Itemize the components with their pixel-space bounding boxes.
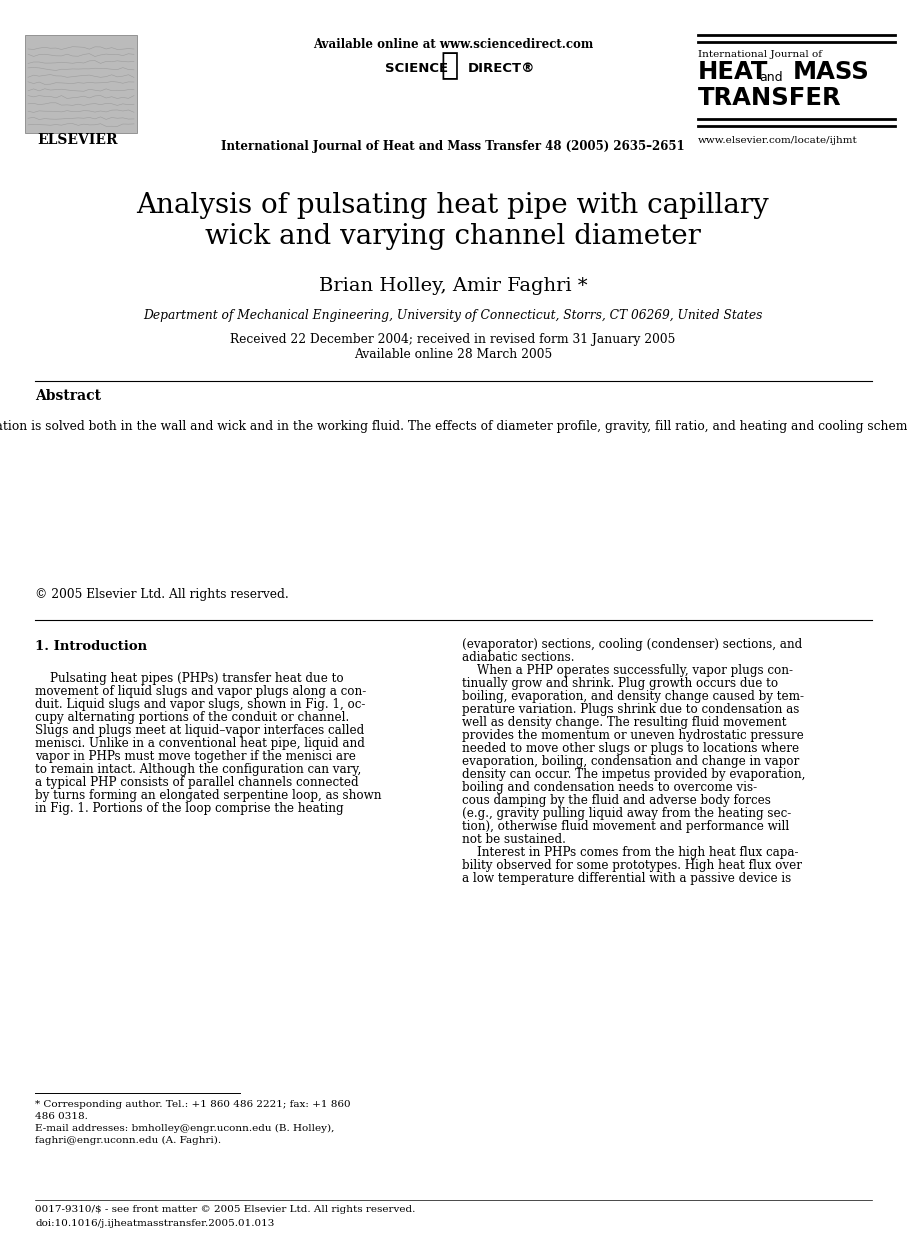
Text: perature variation. Plugs shrink due to condensation as: perature variation. Plugs shrink due to … (462, 703, 799, 716)
Text: (evaporator) sections, cooling (condenser) sections, and: (evaporator) sections, cooling (condense… (462, 638, 803, 651)
Text: not be sustained.: not be sustained. (462, 833, 566, 846)
Text: vapor in PHPs must move together if the menisci are: vapor in PHPs must move together if the … (35, 750, 356, 763)
Text: menisci. Unlike in a conventional heat pipe, liquid and: menisci. Unlike in a conventional heat p… (35, 737, 365, 750)
Text: Abstract: Abstract (35, 389, 101, 404)
Text: * Corresponding author. Tel.: +1 860 486 2221; fax: +1 860: * Corresponding author. Tel.: +1 860 486… (35, 1101, 351, 1109)
Text: and: and (759, 71, 783, 84)
Text: International Journal of Heat and Mass Transfer 48 (2005) 2635–2651: International Journal of Heat and Mass T… (221, 140, 685, 154)
Text: ELSEVIER: ELSEVIER (38, 132, 118, 147)
Text: a typical PHP consists of parallel channels connected: a typical PHP consists of parallel chann… (35, 776, 358, 789)
Text: movement of liquid slugs and vapor plugs along a con-: movement of liquid slugs and vapor plugs… (35, 685, 366, 698)
Text: needed to move other slugs or plugs to locations where: needed to move other slugs or plugs to l… (462, 742, 799, 755)
Text: well as density change. The resulting fluid movement: well as density change. The resulting fl… (462, 716, 786, 729)
Text: Received 22 December 2004; received in revised form 31 January 2005: Received 22 December 2004; received in r… (230, 333, 676, 345)
Text: to remain intact. Although the configuration can vary,: to remain intact. Although the configura… (35, 763, 361, 776)
Text: www.elsevier.com/locate/ijhmt: www.elsevier.com/locate/ijhmt (698, 136, 858, 145)
Text: Available online at www.sciencedirect.com: Available online at www.sciencedirect.co… (313, 38, 593, 51)
Text: When a PHP operates successfully, vapor plugs con-: When a PHP operates successfully, vapor … (462, 664, 793, 677)
Bar (25, 35, 137, 132)
Text: adiabatic sections.: adiabatic sections. (462, 651, 574, 664)
Text: boiling, evaporation, and density change caused by tem-: boiling, evaporation, and density change… (462, 690, 804, 703)
Text: Available online 28 March 2005: Available online 28 March 2005 (354, 348, 552, 361)
Text: 486 0318.: 486 0318. (35, 1112, 88, 1120)
Text: doi:10.1016/j.ijheatmasstransfer.2005.01.013: doi:10.1016/j.ijheatmasstransfer.2005.01… (35, 1219, 275, 1228)
Text: density can occur. The impetus provided by evaporation,: density can occur. The impetus provided … (462, 768, 805, 781)
Text: International Journal of: International Journal of (698, 50, 822, 59)
Text: tinually grow and shrink. Plug growth occurs due to: tinually grow and shrink. Plug growth oc… (462, 677, 778, 690)
Text: Brian Holley, Amir Faghri *: Brian Holley, Amir Faghri * (318, 277, 587, 295)
Text: Department of Mechanical Engineering, University of Connecticut, Storrs, CT 0626: Department of Mechanical Engineering, Un… (143, 310, 763, 322)
Text: © 2005 Elsevier Ltd. All rights reserved.: © 2005 Elsevier Ltd. All rights reserved… (35, 588, 288, 600)
Text: 0017-9310/$ - see front matter © 2005 Elsevier Ltd. All rights reserved.: 0017-9310/$ - see front matter © 2005 El… (35, 1205, 415, 1214)
Text: ⓓ: ⓓ (441, 51, 459, 80)
Text: wick and varying channel diameter: wick and varying channel diameter (205, 223, 701, 250)
Text: E-mail addresses: bmholley@engr.uconn.edu (B. Holley),: E-mail addresses: bmholley@engr.uconn.ed… (35, 1124, 335, 1133)
Text: Pulsating heat pipes (PHPs) transfer heat due to: Pulsating heat pipes (PHPs) transfer hea… (35, 672, 344, 685)
Text: MASS: MASS (793, 59, 870, 84)
Text: bility observed for some prototypes. High heat flux over: bility observed for some prototypes. Hig… (462, 859, 802, 872)
Text: cous damping by the fluid and adverse body forces: cous damping by the fluid and adverse bo… (462, 794, 771, 807)
Text: provides the momentum or uneven hydrostatic pressure: provides the momentum or uneven hydrosta… (462, 729, 804, 742)
Text: 1. Introduction: 1. Introduction (35, 640, 147, 652)
Text: evaporation, boiling, condensation and change in vapor: evaporation, boiling, condensation and c… (462, 755, 799, 768)
Text: HEAT: HEAT (698, 59, 768, 84)
Text: Slugs and plugs meet at liquid–vapor interfaces called: Slugs and plugs meet at liquid–vapor int… (35, 724, 365, 737)
Text: in Fig. 1. Portions of the loop comprise the heating: in Fig. 1. Portions of the loop comprise… (35, 802, 344, 815)
Text: SCIENCE: SCIENCE (385, 62, 448, 76)
Text: TRANSFER: TRANSFER (698, 85, 842, 110)
Text: cupy alternating portions of the conduit or channel.: cupy alternating portions of the conduit… (35, 711, 349, 724)
Text: Interest in PHPs comes from the high heat flux capa-: Interest in PHPs comes from the high hea… (462, 846, 798, 859)
Text: faghri@engr.uconn.edu (A. Faghri).: faghri@engr.uconn.edu (A. Faghri). (35, 1136, 221, 1145)
Text: Analysis of pulsating heat pipe with capillary: Analysis of pulsating heat pipe with cap… (137, 192, 769, 219)
Text: duit. Liquid slugs and vapor slugs, shown in Fig. 1, oc-: duit. Liquid slugs and vapor slugs, show… (35, 698, 366, 711)
Text: boiling and condensation needs to overcome vis-: boiling and condensation needs to overco… (462, 781, 757, 794)
Text: tion), otherwise fluid movement and performance will: tion), otherwise fluid movement and perf… (462, 820, 789, 833)
Text: by turns forming an elongated serpentine loop, as shown: by turns forming an elongated serpentine… (35, 789, 382, 802)
Text: (e.g., gravity pulling liquid away from the heating sec-: (e.g., gravity pulling liquid away from … (462, 807, 791, 820)
Text: DIRECT®: DIRECT® (468, 62, 535, 76)
Text: Variation in channel diameter is investigated as a means of enhancing heat trans: Variation in channel diameter is investi… (0, 420, 907, 433)
Text: a low temperature differential with a passive device is: a low temperature differential with a pa… (462, 872, 791, 885)
